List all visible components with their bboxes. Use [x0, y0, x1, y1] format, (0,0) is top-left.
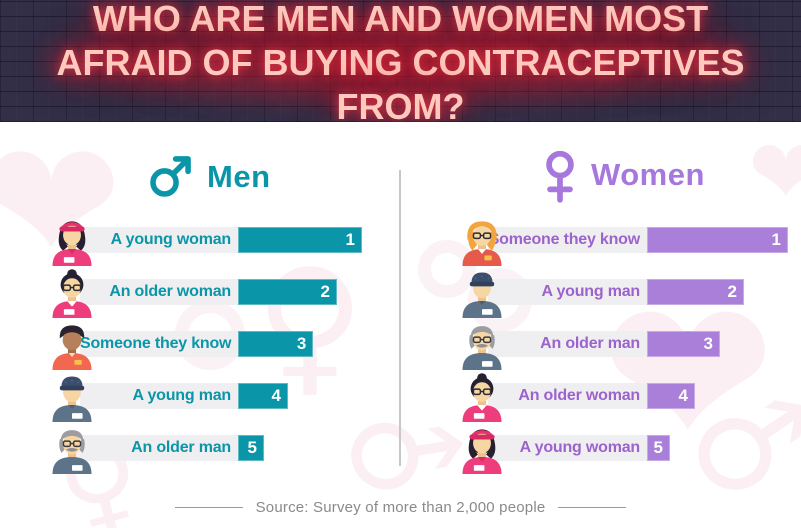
woman-glasses-avatar [456, 214, 508, 266]
rank-track: An older woman 2 [80, 279, 337, 305]
rank-row: An older woman 4 [400, 370, 800, 422]
rank-label: A young man [541, 283, 640, 300]
rank-row: An older man 5 [0, 422, 400, 474]
rank-row: An older man 3 [400, 318, 800, 370]
rank-track: An older man 5 [80, 435, 264, 461]
young-woman-avatar [46, 214, 98, 266]
men-section-title: Men [147, 152, 271, 205]
rank-bar: 3 [238, 331, 314, 357]
source-footer: Source: Survey of more than 2,000 people [0, 499, 801, 516]
footer-dash [174, 507, 243, 508]
rank-track: A young woman 5 [488, 435, 670, 461]
rank-track: An older woman 4 [488, 383, 695, 409]
rank-label: An older man [131, 439, 231, 456]
women-section-title: Women [541, 150, 705, 209]
young-man-avatar-dark [46, 318, 98, 370]
female-watermark-icon: ♀ [255, 238, 365, 412]
rank-bar: 4 [647, 383, 695, 409]
column-divider [399, 170, 401, 466]
young-man-avatar [46, 370, 98, 422]
rank-row: A young woman 5 [400, 422, 800, 474]
rank-bar: 5 [647, 435, 670, 461]
header-banner: WHO ARE MEN AND WOMEN MOST AFRAID OF BUY… [0, 0, 801, 122]
rank-track: An older man 3 [488, 331, 720, 357]
rank-bar: 5 [238, 435, 264, 461]
rank-track: Someone they know 1 [488, 227, 788, 253]
male-symbol-icon [147, 152, 195, 205]
rank-label: A young woman [519, 439, 641, 456]
rank-row: Someone they know 1 [400, 214, 800, 266]
rank-label: A young woman [110, 231, 232, 248]
rank-bar: 1 [647, 227, 788, 253]
rank-row: An older woman 2 [0, 266, 400, 318]
rank-track: A young woman 1 [80, 227, 362, 253]
women-ranking-list: Someone they know 1 A young man 2 [400, 214, 800, 474]
young-man-avatar [456, 266, 508, 318]
neon-glow [40, 12, 761, 112]
rank-label: An older man [540, 335, 640, 352]
rank-row: A young woman 1 [0, 214, 400, 266]
women-title-label: Women [591, 157, 705, 192]
rank-label: An older woman [109, 283, 231, 300]
heart-watermark-icon: ❤ [748, 120, 801, 225]
female-symbol-icon [541, 150, 579, 209]
rank-row: Someone they know 3 [0, 318, 400, 370]
older-woman-avatar [456, 370, 508, 422]
footer-dash [558, 507, 627, 508]
rank-track: A young man 2 [488, 279, 744, 305]
older-man-avatar [46, 422, 98, 474]
rank-row: A young man 4 [0, 370, 400, 422]
rank-row: A young man 2 [400, 266, 800, 318]
older-woman-avatar [46, 266, 98, 318]
rank-bar: 1 [238, 227, 362, 253]
rank-bar: 2 [238, 279, 337, 305]
rank-track: Someone they know 3 [80, 331, 314, 357]
young-woman-avatar [456, 422, 508, 474]
rank-label: An older woman [518, 387, 640, 404]
men-ranking-list: A young woman 1 An older woman 2 Some [0, 214, 400, 474]
older-man-avatar [456, 318, 508, 370]
rank-bar: 3 [647, 331, 720, 357]
rank-bar: 4 [238, 383, 288, 409]
source-text: Source: Survey of more than 2,000 people [255, 499, 546, 516]
rank-label: A young man [132, 387, 231, 404]
rank-label: Someone they know [80, 335, 232, 352]
rank-bar: 2 [647, 279, 744, 305]
rank-track: A young man 4 [80, 383, 288, 409]
rank-label: Someone they know [488, 231, 640, 248]
page-title: WHO ARE MEN AND WOMEN MOST AFRAID OF BUY… [56, 0, 745, 122]
men-title-label: Men [207, 159, 271, 194]
